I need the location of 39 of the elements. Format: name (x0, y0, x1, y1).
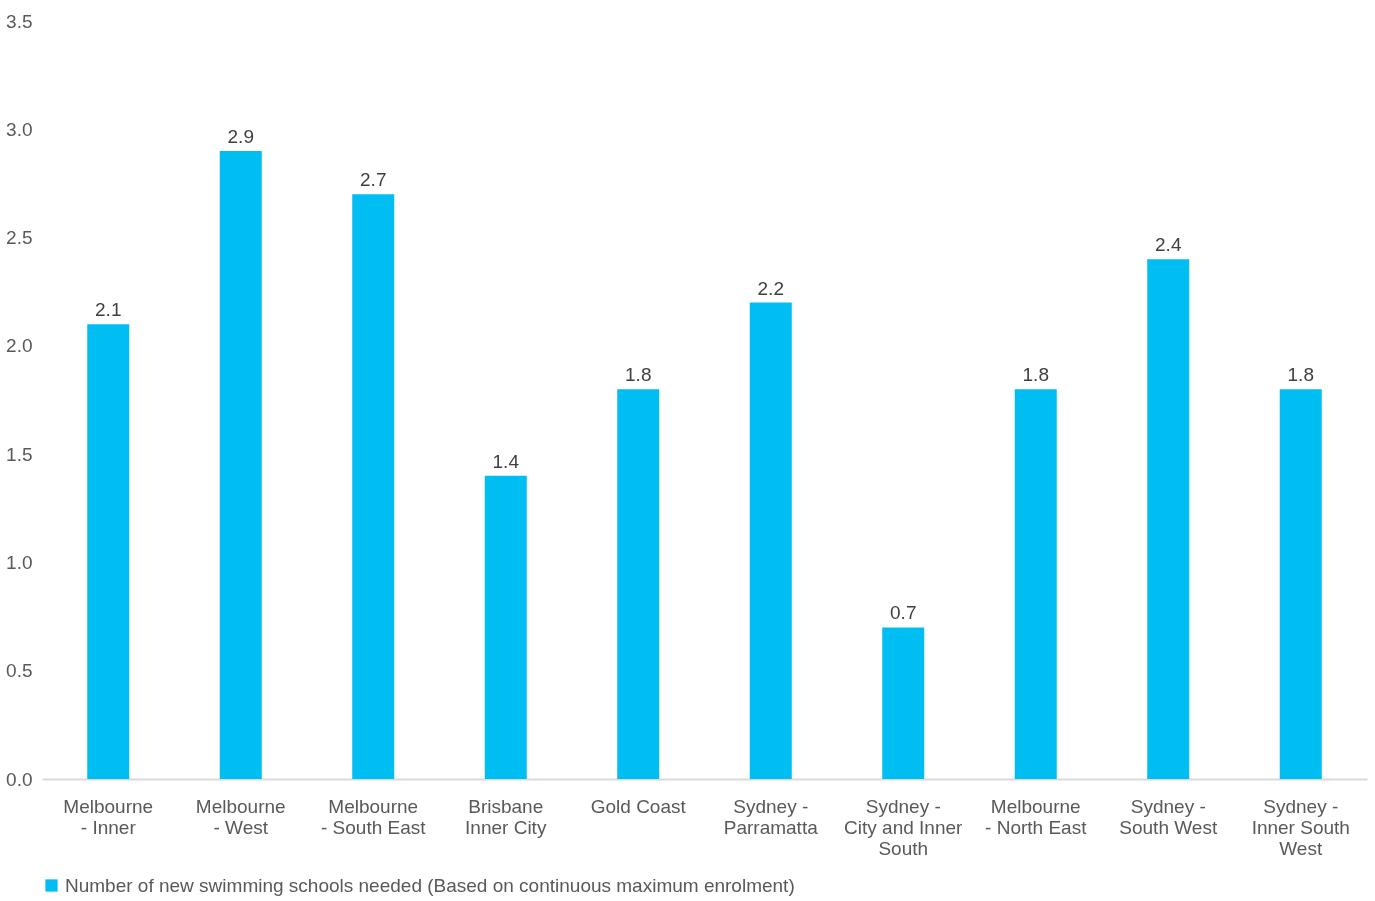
bar (1279, 389, 1322, 779)
data-label: 1.8 (1022, 364, 1049, 386)
x-tick-label: Melbourne - South East (320, 795, 427, 838)
y-tick-label: 2.5 (6, 227, 33, 249)
bar (1014, 389, 1057, 779)
data-label: 1.8 (625, 364, 652, 386)
bar (882, 627, 925, 779)
bar (87, 324, 130, 779)
bar (484, 475, 527, 779)
data-label: 2.4 (1155, 234, 1182, 256)
bar (617, 389, 660, 779)
x-tick-label: Sydney - City and Inner South (844, 795, 964, 859)
data-label: 2.7 (360, 169, 387, 191)
y-tick-label: 1.0 (6, 551, 33, 573)
x-tick-label: Brisbane Inner City (465, 795, 547, 838)
x-tick-label: Sydney - Inner South West (1251, 795, 1350, 859)
bar (219, 150, 262, 779)
x-tick-label: Melbourne - North East (985, 795, 1088, 838)
x-tick-label: Melbourne - Inner (63, 795, 154, 838)
data-label: 2.1 (95, 299, 122, 321)
bar (352, 194, 395, 779)
data-label: 1.8 (1287, 364, 1314, 386)
x-tick-label: Sydney - South West (1119, 795, 1218, 838)
y-tick-label: 1.5 (6, 443, 33, 465)
legend-label: Number of new swimming schools needed (Based on continuous maximum enrolment) (65, 874, 795, 896)
data-label: 1.4 (492, 450, 520, 472)
y-tick-label: 3.5 (6, 10, 33, 32)
y-tick-label: 2.0 (6, 335, 33, 357)
x-tick-label: Melbourne - West (195, 795, 286, 838)
data-label: 2.2 (757, 277, 784, 299)
bar (1147, 259, 1190, 779)
x-tick-label: Gold Coast (590, 795, 687, 817)
y-tick-label: 0.5 (6, 660, 33, 682)
data-label: 2.9 (227, 125, 254, 147)
y-tick-label: 0.0 (6, 768, 33, 790)
data-label: 0.7 (890, 602, 917, 624)
bar (749, 302, 792, 779)
y-tick-label: 3.0 (6, 118, 33, 140)
x-tick-label: Sydney - Parramatta (723, 795, 819, 838)
